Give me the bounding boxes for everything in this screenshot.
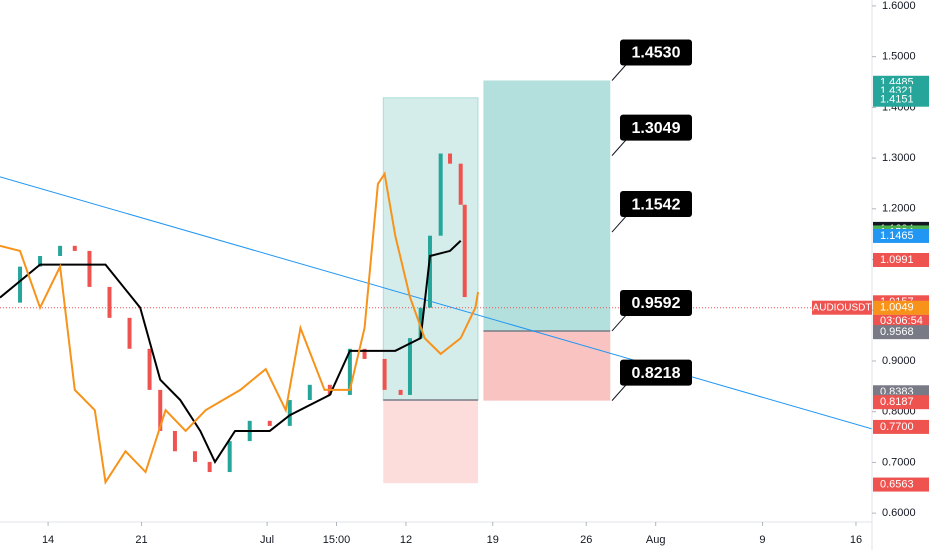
candle [107, 286, 112, 318]
x-tick-label: 26 [580, 534, 592, 546]
y-tick-label: 0.6000 [882, 507, 916, 519]
y-tick-label: 0.7000 [882, 456, 916, 468]
price-tag-label: 0.9568 [880, 326, 914, 338]
price-tag [873, 419, 929, 434]
price-tag [873, 300, 929, 315]
countdown-label: 03:06:54 [880, 315, 923, 327]
price-tag-label: 1.0049 [880, 302, 914, 314]
candle [362, 348, 367, 359]
candle [127, 317, 132, 349]
y-tick-label: 1.6000 [882, 0, 916, 12]
y-tick-label: 1.5000 [882, 51, 916, 63]
price-tag-label: 1.0991 [880, 254, 914, 266]
candle [172, 430, 177, 452]
axes: 1.60001.50001.40001.30001.20001.10001.00… [42, 0, 929, 546]
callout-box [620, 359, 692, 386]
candle [382, 358, 387, 390]
trend-line [0, 176, 872, 430]
price-tag-label: 1.1465 [880, 230, 914, 242]
callout-label: 0.8218 [632, 365, 681, 382]
symbol-tag [812, 300, 872, 315]
candle [72, 245, 77, 251]
profit-zone [483, 80, 611, 331]
indicator-line [0, 171, 480, 485]
loss-zone [383, 400, 479, 484]
callout-label: 1.1542 [632, 196, 681, 213]
callout-label: 0.9592 [632, 295, 681, 312]
x-tick-label: 14 [42, 534, 54, 546]
candle [458, 163, 463, 205]
countdown-tag [873, 314, 929, 328]
callout-box [620, 39, 692, 66]
price-tag-label: 0.8187 [880, 396, 914, 408]
x-tick-label: 19 [487, 534, 499, 546]
candle [448, 153, 453, 164]
y-tick-label: 1.3000 [882, 152, 916, 164]
candle [18, 266, 23, 303]
y-tick-label: 0.9000 [882, 355, 916, 367]
callout-label: 1.3049 [632, 120, 681, 137]
candle [462, 204, 467, 298]
price-tag [873, 228, 929, 243]
plot-area: 1.4530 1.3049 1.1542 0.9592 0.8218 [0, 39, 872, 485]
x-tick-label: 12 [400, 534, 412, 546]
price-tag [873, 92, 929, 107]
price-tag [873, 395, 929, 410]
candle [192, 451, 197, 462]
x-tick-label: Jul [260, 534, 274, 546]
candle [287, 400, 292, 426]
price-tag [873, 477, 929, 492]
candle [38, 255, 43, 267]
loss-zone [483, 330, 611, 401]
indicator-line [0, 240, 462, 464]
candle [427, 235, 432, 308]
candle [347, 348, 352, 395]
candle [87, 250, 92, 287]
x-tick-label: Aug [646, 534, 666, 546]
symbol-label: AUDIOUSDT [813, 302, 872, 313]
candle [398, 389, 403, 395]
candle [438, 153, 443, 236]
x-tick-label: 21 [135, 534, 147, 546]
callout-box [620, 289, 692, 316]
price-tag [873, 252, 929, 267]
candle [267, 420, 272, 426]
candle [227, 441, 232, 473]
price-tag-label: 1.4151 [880, 94, 914, 106]
x-tick-label: 9 [759, 534, 765, 546]
price-tag-label: 0.6563 [880, 478, 914, 490]
candle [158, 389, 163, 431]
candle [58, 245, 63, 256]
candle [307, 384, 312, 401]
callout-box [620, 191, 692, 218]
candle [147, 348, 152, 390]
callout-label: 1.4530 [632, 45, 681, 62]
x-tick-label: 15:00 [323, 534, 351, 546]
candle [207, 461, 212, 473]
x-tick-label: 16 [850, 534, 862, 546]
y-tick-label: 1.2000 [882, 203, 916, 215]
price-tag-label: 0.7700 [880, 421, 914, 433]
callout-box [620, 114, 692, 141]
candle [407, 338, 412, 395]
price-tag [873, 325, 929, 340]
candle [418, 307, 423, 339]
